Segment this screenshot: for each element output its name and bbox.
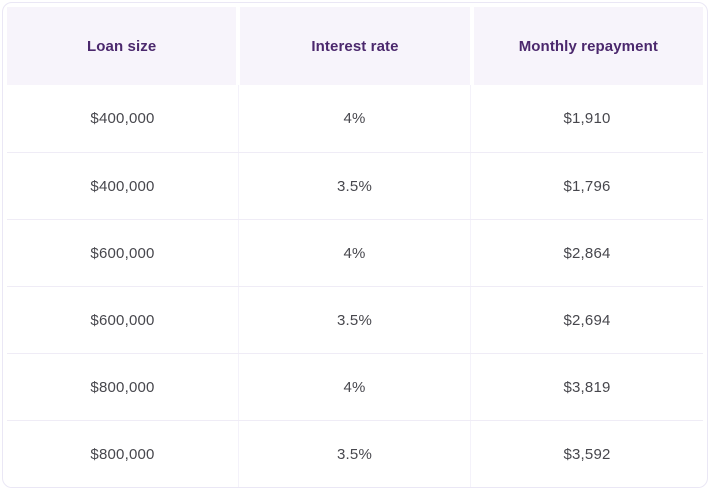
cell-loan-size: $600,000: [7, 220, 239, 286]
table-row: $400,000 4% $1,910: [7, 85, 703, 152]
column-header-loan-size: Loan size: [7, 7, 237, 85]
column-header-monthly-repayment: Monthly repayment: [473, 7, 703, 85]
cell-loan-size: $400,000: [7, 153, 239, 219]
cell-monthly-repayment: $1,910: [563, 110, 611, 127]
cell-interest-rate: 4%: [239, 220, 471, 286]
table-row: $600,000 3.5% $2,694: [7, 286, 703, 353]
cell-loan-size: $600,000: [7, 287, 239, 353]
table-row: $800,000 4% $3,819: [7, 353, 703, 420]
table-row: $800,000 3.5% $3,592: [7, 420, 703, 487]
cell-monthly-repayment: $2,864: [563, 244, 611, 262]
cell-interest-rate: 4%: [239, 85, 471, 152]
table-row: $600,000 4% $2,864: [7, 219, 703, 286]
cell-loan-size: $800,000: [7, 421, 239, 487]
column-header-interest-rate: Interest rate: [240, 7, 470, 85]
table-row: $400,000 3.5% $1,796: [7, 152, 703, 219]
table-body: $400,000 4% $1,910 $400,000 3.5% $1,796 …: [7, 85, 703, 487]
cell-loan-size: $800,000: [7, 354, 239, 420]
table-header-row: Loan size Interest rate Monthly repaymen…: [7, 7, 703, 85]
cell-monthly-repayment: $1,796: [563, 177, 611, 195]
cell-interest-rate: 3.5%: [239, 421, 471, 487]
cell-monthly-repayment: $3,819: [563, 378, 611, 396]
cell-interest-rate: 3.5%: [239, 287, 471, 353]
cell-interest-rate: 3.5%: [239, 153, 471, 219]
cell-interest-rate: 4%: [239, 354, 471, 420]
cell-monthly-repayment: $3,592: [563, 445, 611, 463]
loan-repayment-table: Loan size Interest rate Monthly repaymen…: [2, 2, 708, 488]
cell-loan-size: $400,000: [7, 85, 239, 152]
cell-monthly-repayment: $2,694: [563, 311, 611, 329]
